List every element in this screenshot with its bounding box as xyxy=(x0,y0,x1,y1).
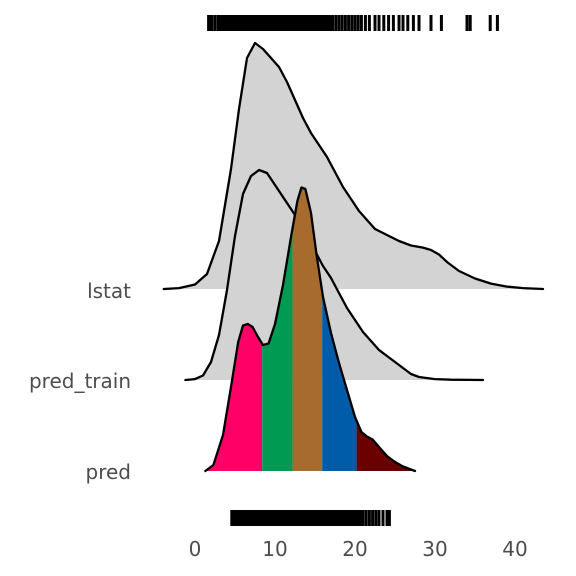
ridge-pred-outline xyxy=(204,186,417,473)
ridge-pred-quantile-2 xyxy=(262,228,293,471)
ridge-lstat-fill xyxy=(163,43,544,289)
ridge-pred-train-fill xyxy=(185,170,483,380)
category-label-pred-train: pred_train xyxy=(29,369,131,393)
x-tick-label-20: 20 xyxy=(342,537,367,561)
ridges xyxy=(162,41,545,473)
x-axis-ticks: 0 10 20 30 40 xyxy=(189,537,528,561)
x-tick-label-40: 40 xyxy=(502,537,527,561)
category-labels: lstat pred_train pred xyxy=(29,279,131,484)
ridge-lstat xyxy=(162,41,545,291)
ridge-pred-quantile-1 xyxy=(205,324,263,471)
ridge-pred-quantile-5 xyxy=(356,420,415,471)
x-tick-label-10: 10 xyxy=(262,537,287,561)
category-label-lstat: lstat xyxy=(87,279,131,303)
ridge-pred xyxy=(204,186,417,473)
category-label-pred: pred xyxy=(86,460,131,484)
ridge-lstat-outline xyxy=(162,41,545,291)
rug-bottom xyxy=(230,510,391,526)
x-tick-label-30: 30 xyxy=(422,537,447,561)
ridge-pred-quantile-3 xyxy=(292,187,323,471)
x-tick-label-0: 0 xyxy=(189,537,202,561)
rug-top xyxy=(207,15,499,31)
rug-marks xyxy=(207,15,499,526)
